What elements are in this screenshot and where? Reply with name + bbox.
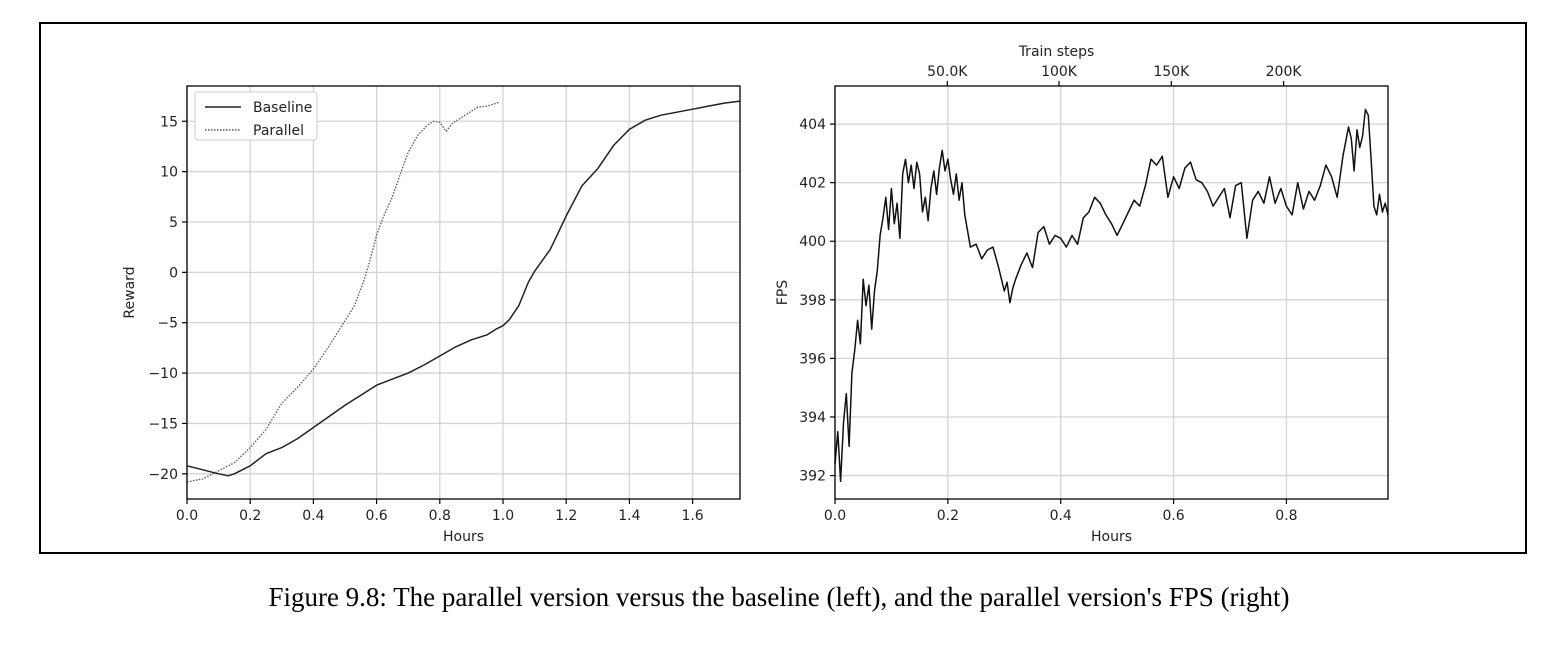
- y-tick-label: 5: [169, 215, 178, 231]
- legend: Baseline Parallel: [194, 91, 318, 141]
- x-tick-label: 0.0: [824, 508, 846, 524]
- x-tick-label: 0.6: [1162, 508, 1184, 524]
- y-tick-label: −5: [157, 316, 178, 332]
- top-tick-label: 100K: [1041, 64, 1078, 80]
- top-axis-label: Train steps: [1018, 44, 1095, 60]
- y-tick-label: 400: [799, 234, 826, 250]
- x-tick-label: 1.2: [555, 508, 577, 524]
- figure-caption: Figure 9.8: The parallel version versus …: [268, 582, 1290, 612]
- x-tick-label: 1.0: [492, 508, 514, 524]
- y-tick-label: 394: [799, 410, 826, 426]
- y-axis-label: FPS: [775, 280, 791, 305]
- x-axis-label: Hours: [1091, 529, 1132, 545]
- x-axis-label: Hours: [443, 529, 484, 545]
- top-tick-label: 150K: [1153, 64, 1190, 80]
- right-chart-fps-vs-hours: 0.0 0.2 0.4 0.6 0.8 404 402 400 398 396 394 392 Hour…: [775, 44, 1389, 545]
- y-tick-label: 10: [160, 165, 178, 181]
- y-tick-label: −15: [148, 416, 178, 432]
- legend-box: [194, 91, 318, 141]
- series-line-baseline: [186, 100, 741, 477]
- x-tick-label: 0.4: [1050, 508, 1072, 524]
- x-tick-label: 0.4: [302, 508, 324, 524]
- y-axis-label: Reward: [122, 266, 138, 318]
- y-tick-label: −20: [148, 467, 178, 483]
- x-tick-label: 1.6: [681, 508, 703, 524]
- x-tick-label: 0.2: [239, 508, 261, 524]
- series-line-parallel: [186, 101, 500, 483]
- left-chart-reward-vs-hours: 0.0 0.2 0.4 0.6 0.8 1.0 1.2 1.4 1.6 15 10 5 0 −5 −10 −1…: [122, 85, 741, 545]
- series-line-0: [834, 108, 1389, 483]
- x-tick-label: 1.4: [618, 508, 640, 524]
- y-tick-label: 396: [799, 351, 826, 367]
- y-tick-label: 392: [799, 469, 826, 485]
- plot-frame: [834, 85, 1389, 500]
- y-tick-label: 402: [799, 176, 826, 192]
- x-tick-label: 0.8: [429, 508, 451, 524]
- top-tick-label: 200K: [1266, 64, 1303, 80]
- y-tick-label: 0: [169, 265, 178, 281]
- x-tick-label: 0.8: [1275, 508, 1297, 524]
- y-tick-label: −10: [148, 366, 178, 382]
- y-tick-label: 398: [799, 293, 826, 309]
- x-tick-label: 0.6: [365, 508, 387, 524]
- y-tick-label: 404: [799, 117, 826, 133]
- y-tick-label: 15: [160, 114, 178, 130]
- plot-frame: [186, 85, 741, 500]
- x-tick-label: 0.2: [937, 508, 959, 524]
- x-tick-label: 0.0: [176, 508, 198, 524]
- legend-label-baseline: Baseline: [253, 100, 312, 116]
- legend-label-parallel: Parallel: [253, 123, 304, 139]
- top-tick-label: 50.0K: [927, 64, 968, 80]
